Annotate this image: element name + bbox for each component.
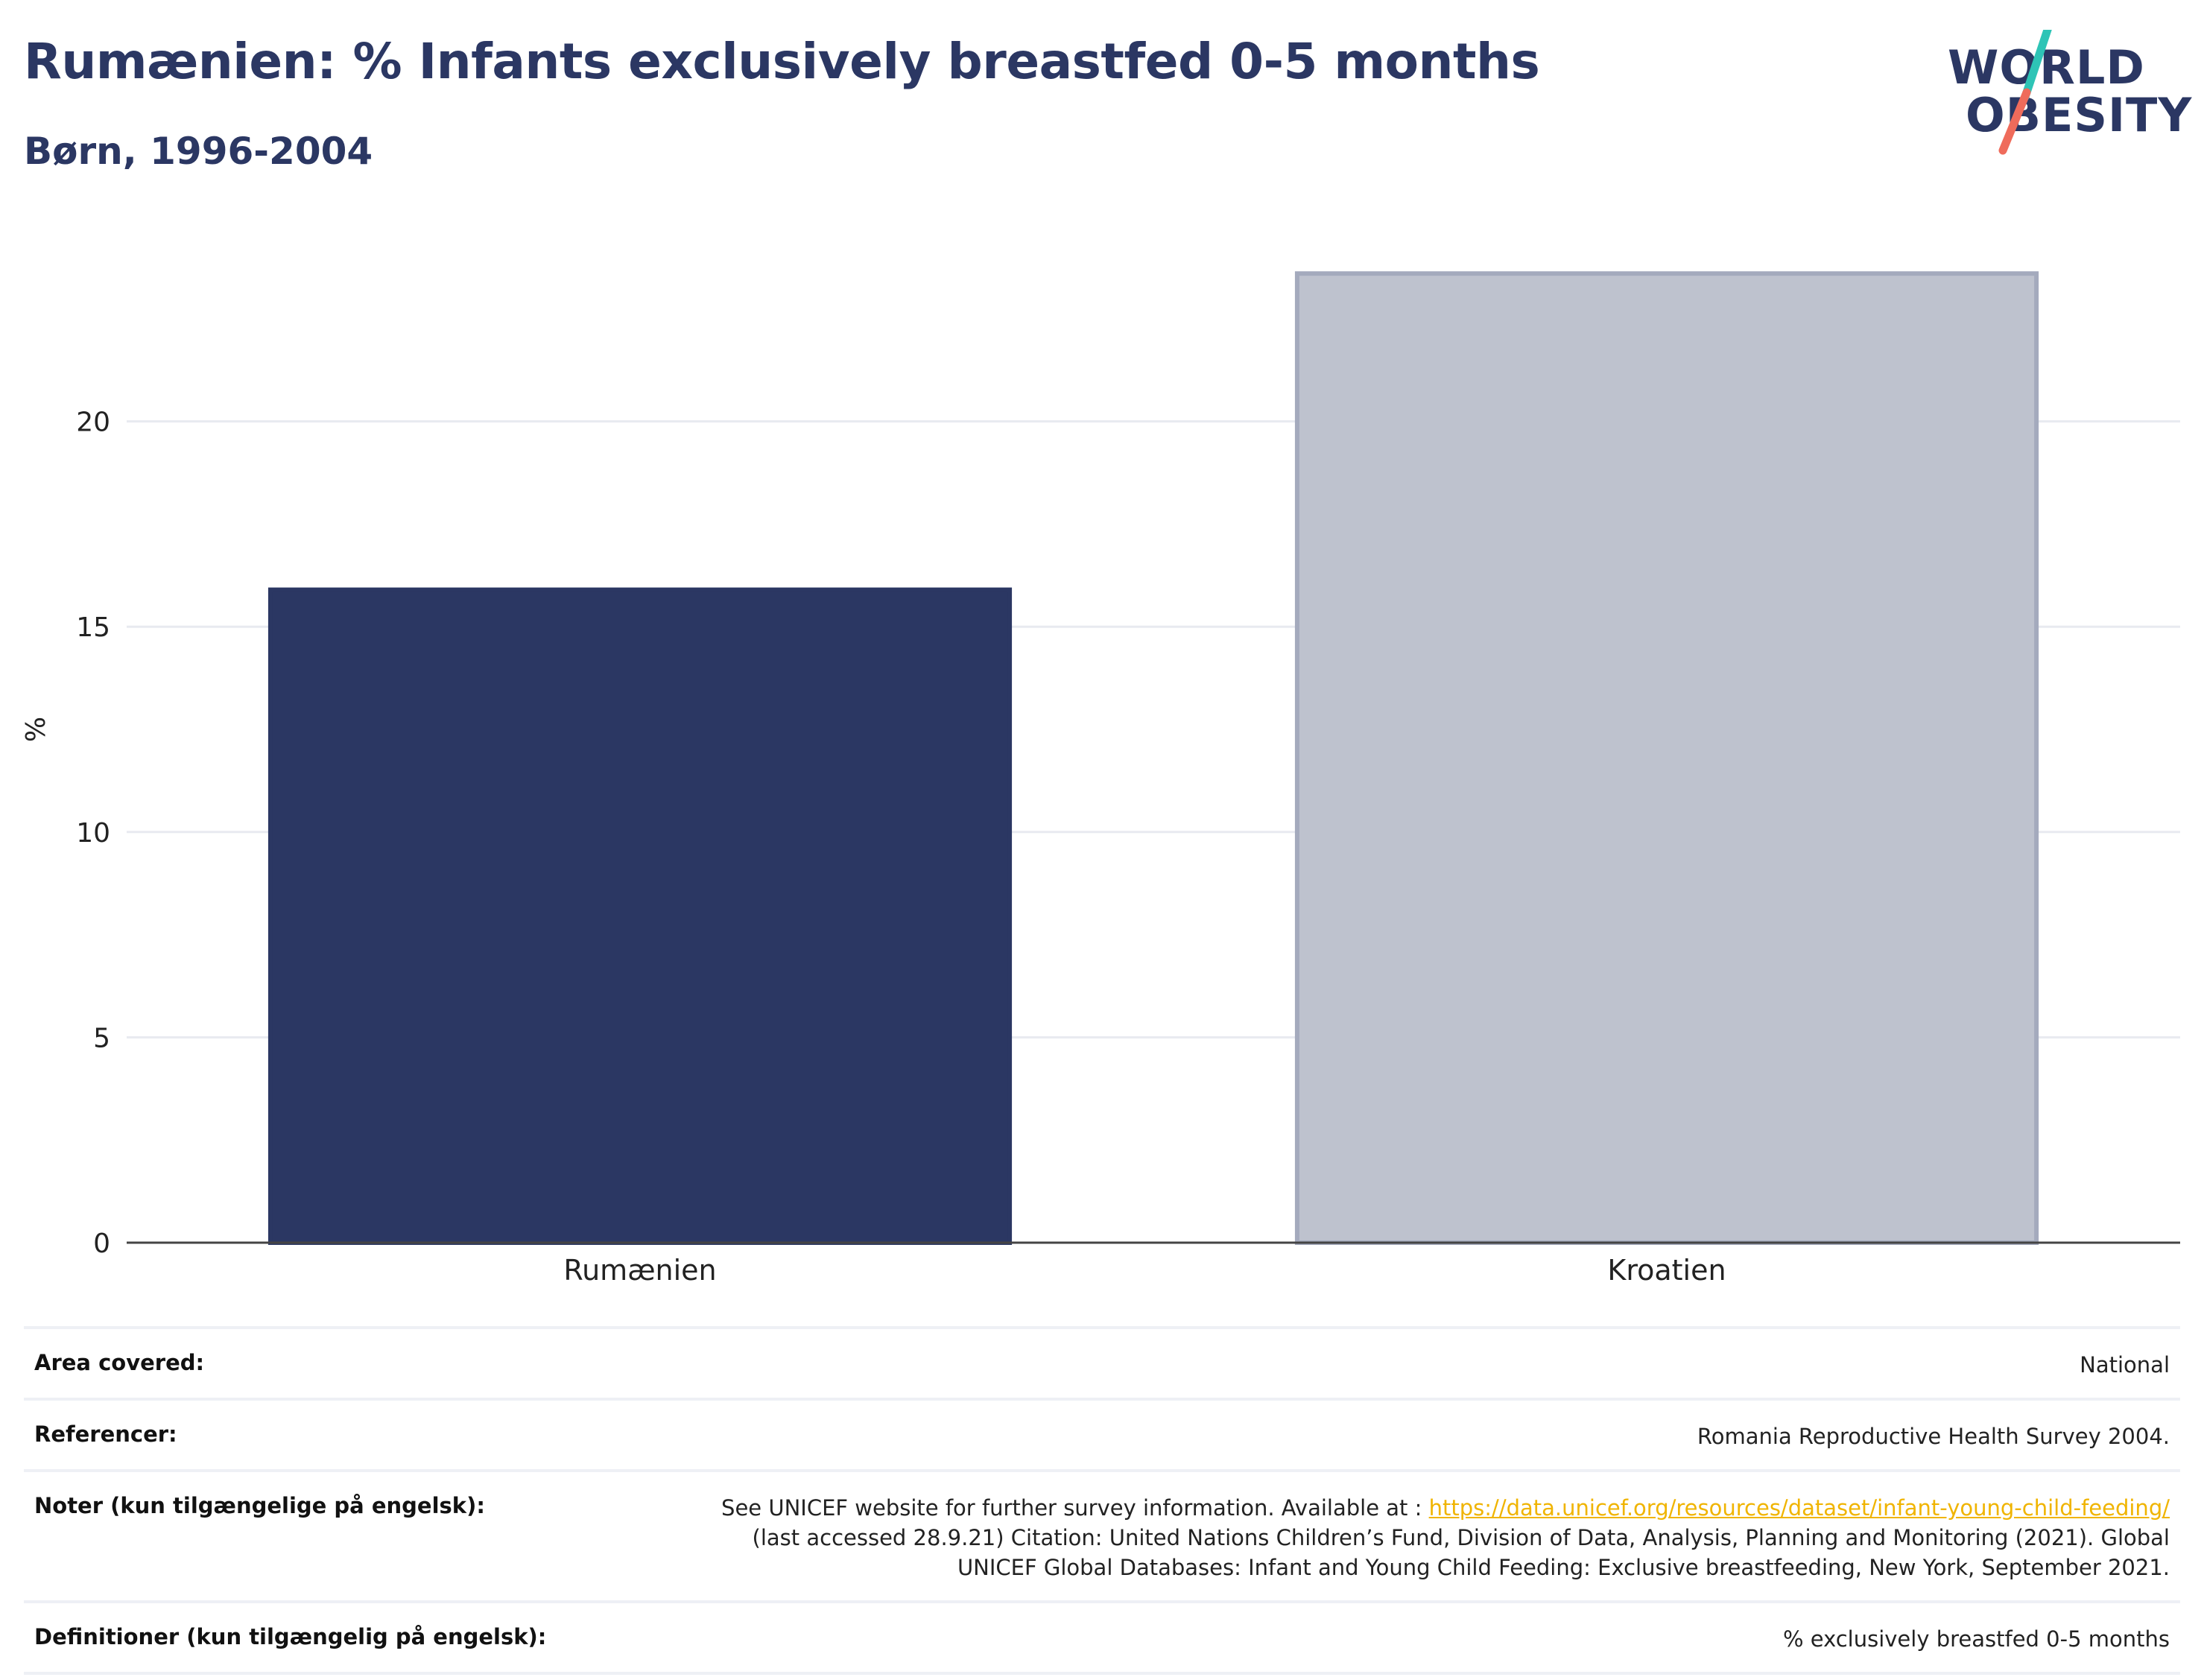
x-axis-ticks: Rumænien Kroatien xyxy=(563,1254,1726,1287)
logo-slash-icon xyxy=(1998,30,2052,155)
notes-text-line2: (last accessed 28.9.21) Citation: United… xyxy=(752,1525,2170,1550)
y-axis-ticks: 0 5 10 15 20 xyxy=(76,408,110,1259)
bar-rumænien[interactable] xyxy=(267,587,1013,1245)
y-axis-label: % xyxy=(21,717,51,742)
area-covered-label: Area covered: xyxy=(34,1350,205,1375)
chart-subtitle: Børn, 1996-2004 xyxy=(24,130,373,173)
footer-row-definitions: Definitioner (kun tilgængelig på engelsk… xyxy=(24,1600,2180,1675)
chart-footer: Area covered: National Referencer: Roman… xyxy=(24,1326,2180,1675)
bars xyxy=(267,271,2039,1246)
bar-chart: 0 5 10 15 20 Rumænien Kroatien % xyxy=(21,271,2180,1287)
y-tick-label: 10 xyxy=(76,818,110,849)
logo-word-obesity: OBESITY xyxy=(1966,88,2193,142)
world-obesity-logo[interactable]: WORLD OBESITY xyxy=(1937,30,2191,164)
notes-value: See UNICEF website for further survey in… xyxy=(721,1493,2170,1582)
references-value: Romania Reproductive Health Survey 2004. xyxy=(1697,1424,2170,1449)
bar-kroatien[interactable] xyxy=(1294,271,2039,1246)
area-covered-value: National xyxy=(2080,1352,2170,1378)
notes-text-line3: UNICEF Global Databases: Infant and Youn… xyxy=(957,1555,2170,1580)
notes-text-start: See UNICEF website for further survey in… xyxy=(721,1495,1429,1521)
y-tick-label: 5 xyxy=(93,1023,110,1053)
logo-word-world: WORLD xyxy=(1948,40,2145,95)
x-tick-label: Rumænien xyxy=(563,1254,716,1287)
unicef-link[interactable]: https://data.unicef.org/resources/datase… xyxy=(1428,1495,2170,1521)
references-label: Referencer: xyxy=(34,1421,177,1447)
footer-row-references: Referencer: Romania Reproductive Health … xyxy=(24,1398,2180,1469)
x-tick-label: Kroatien xyxy=(1607,1254,1726,1287)
definitions-label: Definitioner (kun tilgængelig på engelsk… xyxy=(34,1624,547,1649)
footer-row-notes: Noter (kun tilgængelige på engelsk): See… xyxy=(24,1469,2180,1600)
chart-title: Rumænien: % Infants exclusively breastfe… xyxy=(24,33,1540,90)
y-tick-label: 0 xyxy=(93,1229,110,1259)
definitions-value: % exclusively breastfed 0-5 months xyxy=(1782,1626,2170,1652)
notes-label: Noter (kun tilgængelige på engelsk): xyxy=(34,1493,485,1518)
y-tick-label: 15 xyxy=(76,612,110,643)
footer-row-area: Area covered: National xyxy=(24,1326,2180,1398)
y-tick-label: 20 xyxy=(76,408,110,438)
